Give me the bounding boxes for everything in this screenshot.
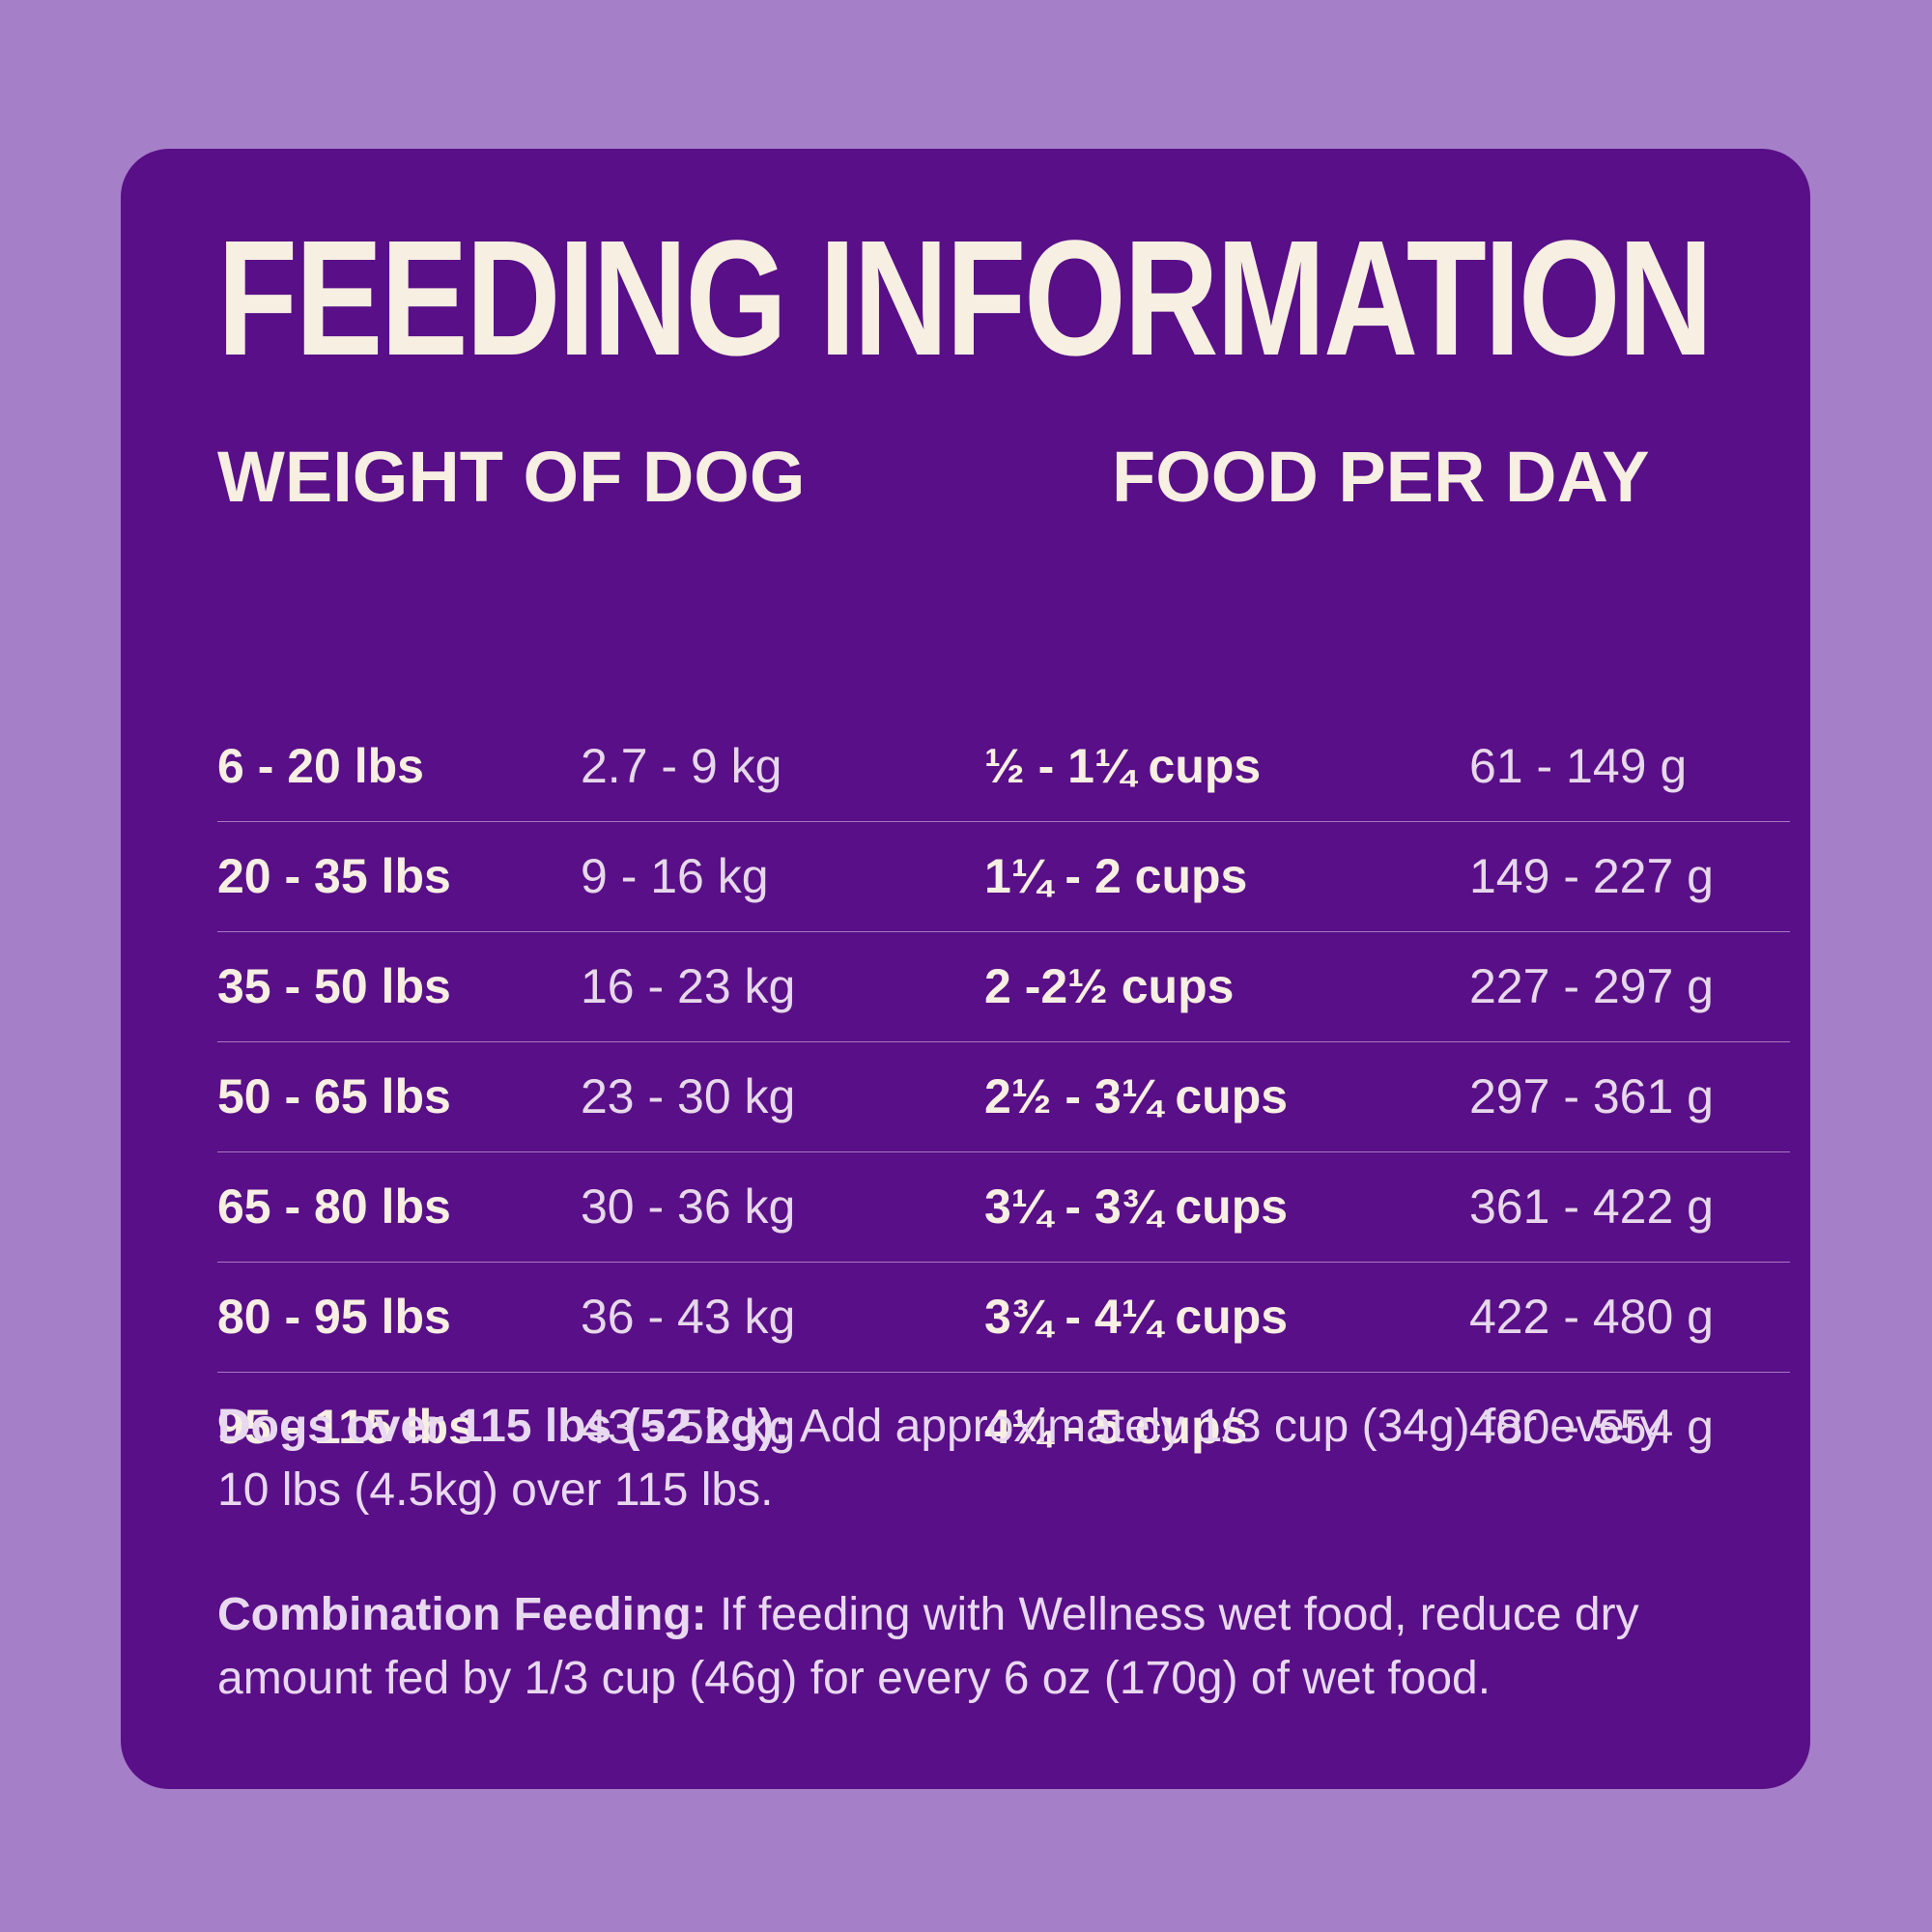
food-grams-cell: 61 - 149 g	[1469, 739, 1688, 793]
food-grams-cell: 149 - 227 g	[1469, 849, 1714, 903]
food-grams-cell: 297 - 361 g	[1469, 1069, 1714, 1123]
large-dog-note-lead: Dogs over 115 lbs (52 kg):	[217, 1401, 790, 1452]
combination-feeding-text: If feeding with Wellness wet food, reduc…	[217, 1589, 1639, 1704]
weight-lbs-cell: 35 - 50 lbs	[217, 959, 451, 1013]
feeding-table: 6 - 20 lbs 2.7 - 9 kg ½ - 1¼ cups 61 - 1…	[217, 712, 1790, 1482]
weight-column-header: WEIGHT OF DOG	[217, 437, 806, 517]
food-cups-cell: 1¼ - 2 cups	[984, 849, 1248, 903]
combination-feeding-lead: Combination Feeding:	[217, 1589, 707, 1640]
food-cups-cell: ½ - 1¼ cups	[984, 739, 1262, 793]
weight-lbs-cell: 65 - 80 lbs	[217, 1179, 451, 1234]
weight-lbs-cell: 6 - 20 lbs	[217, 739, 424, 793]
weight-lbs-cell: 50 - 65 lbs	[217, 1069, 451, 1123]
table-row: 6 - 20 lbs 2.7 - 9 kg ½ - 1¼ cups 61 - 1…	[217, 712, 1790, 822]
food-column-header: FOOD PER DAY	[1112, 437, 1650, 517]
large-dog-note: Dogs over 115 lbs (52 kg): Add approxima…	[217, 1395, 1724, 1522]
feeding-info-panel: FEEDING INFORMATION WEIGHT OF DOG FOOD P…	[121, 149, 1810, 1789]
weight-kg-cell: 43 - 52 kg	[581, 1400, 796, 1454]
food-cups-cell: 2 -2½ cups	[984, 959, 1235, 1013]
weight-kg-cell: 16 - 23 kg	[581, 959, 796, 1013]
weight-kg-cell: 36 - 43 kg	[581, 1290, 796, 1344]
weight-lbs-cell: 20 - 35 lbs	[217, 849, 451, 903]
table-row: 95 - 115 lbs 43 - 52 kg 4¼ - 5 cups 480 …	[217, 1373, 1790, 1482]
weight-lbs-cell: 80 - 95 lbs	[217, 1290, 451, 1344]
weight-kg-cell: 2.7 - 9 kg	[581, 739, 782, 793]
table-row: 65 - 80 lbs 30 - 36 kg 3¼ - 3¾ cups 361 …	[217, 1152, 1790, 1263]
food-grams-cell: 361 - 422 g	[1469, 1179, 1714, 1234]
weight-kg-cell: 30 - 36 kg	[581, 1179, 796, 1234]
food-cups-cell: 3¼ - 3¾ cups	[984, 1179, 1289, 1234]
food-grams-cell: 422 - 480 g	[1469, 1290, 1714, 1344]
weight-kg-cell: 23 - 30 kg	[581, 1069, 796, 1123]
large-dog-note-text: Add approximately 1/3 cup (34g) for ever…	[217, 1401, 1663, 1516]
food-cups-cell: 2½ - 3¼ cups	[984, 1069, 1289, 1123]
food-cups-cell: 4¼ - 5 cups	[984, 1400, 1248, 1454]
page-title: FEEDING INFORMATION	[217, 207, 1713, 390]
combination-feeding-note: Combination Feeding: If feeding with Wel…	[217, 1583, 1724, 1711]
weight-kg-cell: 9 - 16 kg	[581, 849, 769, 903]
food-grams-cell: 480 - 554 g	[1469, 1400, 1714, 1454]
table-row: 20 - 35 lbs 9 - 16 kg 1¼ - 2 cups 149 - …	[217, 822, 1790, 932]
table-row: 50 - 65 lbs 23 - 30 kg 2½ - 3¼ cups 297 …	[217, 1042, 1790, 1152]
table-row: 35 - 50 lbs 16 - 23 kg 2 -2½ cups 227 - …	[217, 932, 1790, 1042]
food-grams-cell: 227 - 297 g	[1469, 959, 1714, 1013]
table-row: 80 - 95 lbs 36 - 43 kg 3¾ - 4¼ cups 422 …	[217, 1263, 1790, 1373]
weight-lbs-cell: 95 - 115 lbs	[217, 1400, 475, 1454]
food-cups-cell: 3¾ - 4¼ cups	[984, 1290, 1289, 1344]
